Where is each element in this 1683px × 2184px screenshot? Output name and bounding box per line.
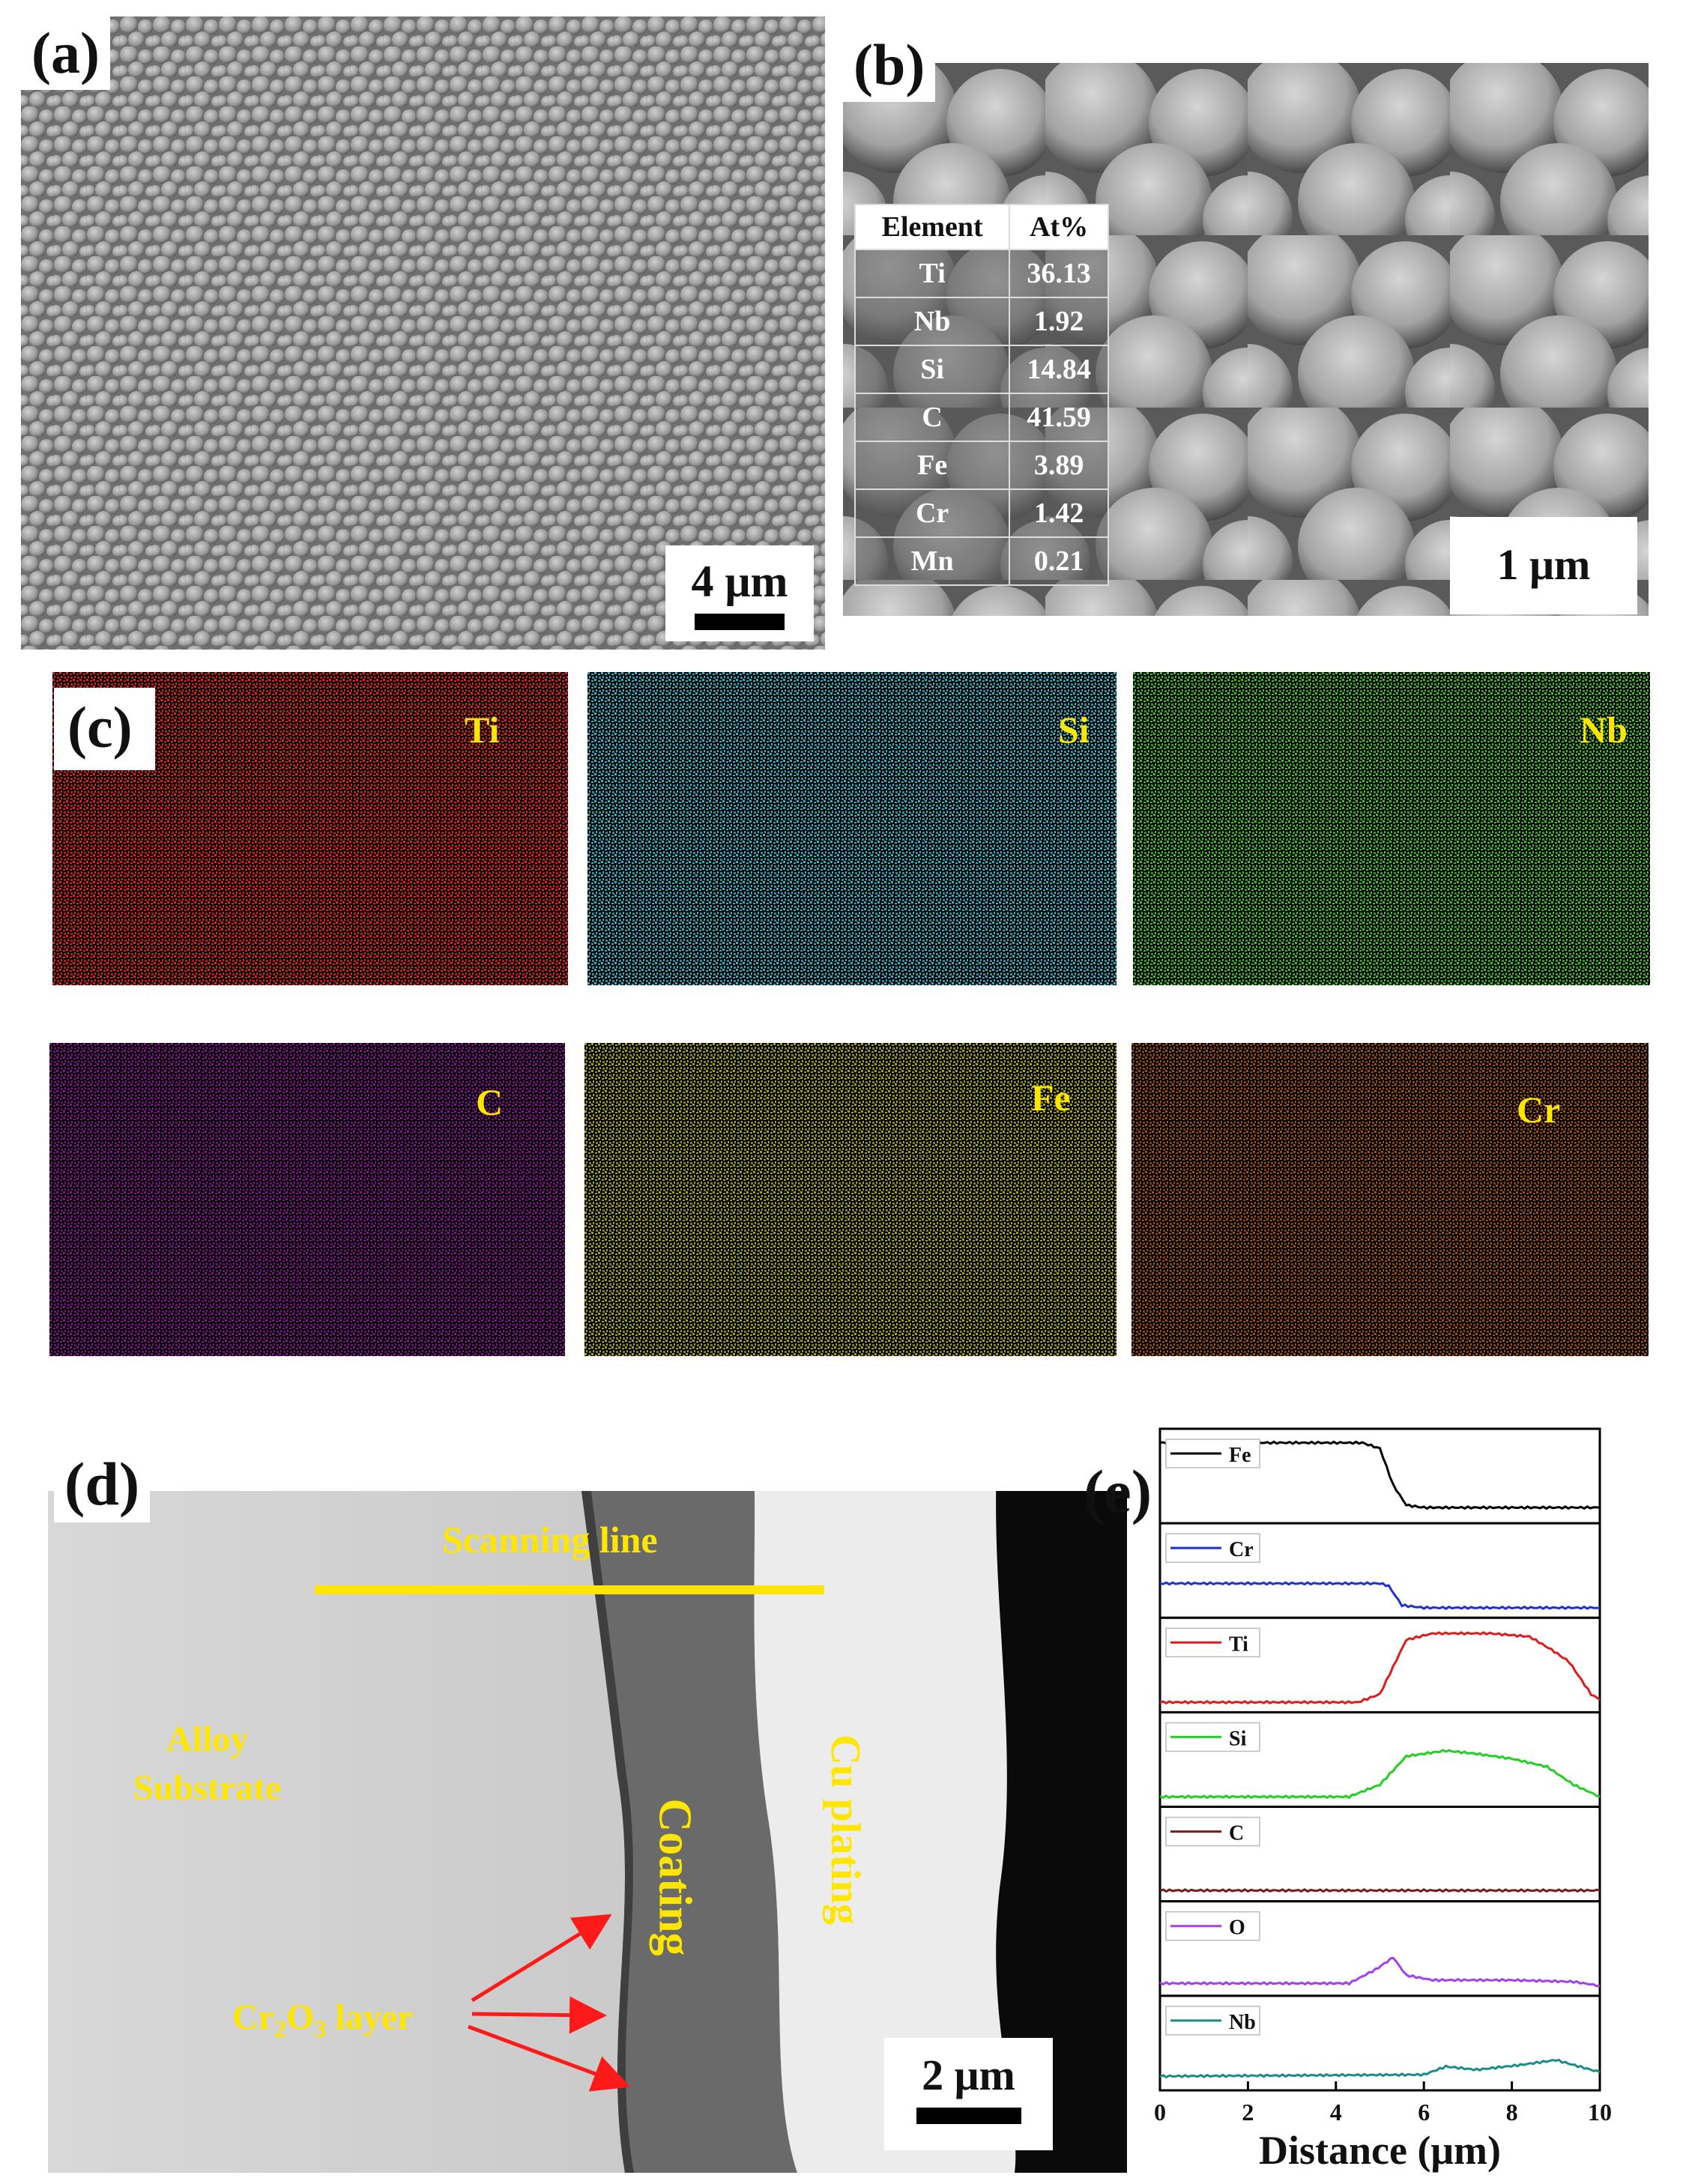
table-cell: Fe bbox=[853, 441, 1011, 490]
eds-map-nb bbox=[1133, 672, 1650, 985]
table-cell: Ti bbox=[853, 249, 1011, 298]
x-axis-label: Distance (μm) bbox=[1259, 2128, 1501, 2173]
eds-map-label-ti: Ti bbox=[465, 709, 500, 751]
oxide-sub-3: 3 bbox=[314, 2015, 327, 2042]
panel-a-scale-line bbox=[695, 614, 785, 630]
profile-line-nb bbox=[1159, 2058, 1601, 2079]
profile-line-o bbox=[1159, 1956, 1601, 1988]
eds-composition-table: Element At% Ti 36.13 Nb 1.92 Si 14.84 C … bbox=[853, 204, 1109, 586]
oxide-sub-2: 2 bbox=[274, 2015, 286, 2042]
table-cell: 41.59 bbox=[1009, 393, 1109, 442]
alloy-label-line2: Substrate bbox=[133, 1767, 282, 1808]
legend-label-nb: Nb bbox=[1229, 2011, 1256, 2034]
table-cell: 14.84 bbox=[1009, 345, 1109, 394]
panel-c-label: (c) bbox=[54, 688, 155, 770]
eds-map-label-c: C bbox=[476, 1081, 504, 1123]
table-cell: Mn bbox=[853, 536, 1011, 586]
table-cell: Nb bbox=[853, 297, 1011, 346]
table-row: Nb 1.92 bbox=[853, 297, 1109, 346]
eds-map-ti bbox=[52, 672, 568, 985]
legend-label-fe: Fe bbox=[1229, 1444, 1251, 1467]
eds-map-c bbox=[49, 1043, 565, 1356]
x-tick-label: 0 bbox=[1154, 2099, 1166, 2126]
x-tick-label: 6 bbox=[1418, 2099, 1430, 2126]
panel-d-scale-bar: 2 μm bbox=[884, 2038, 1053, 2150]
legend-label-o: O bbox=[1229, 1917, 1245, 1940]
table-cell: Cr bbox=[853, 488, 1011, 538]
panel-d-scale-text: 2 μm bbox=[922, 2051, 1015, 2099]
table-cell: 0.21 bbox=[1009, 536, 1109, 586]
table-row: Mn 0.21 bbox=[853, 536, 1109, 586]
panel-b-scale-bar: 1 μm bbox=[1450, 517, 1637, 614]
table-row: C 41.59 bbox=[853, 393, 1109, 442]
table-cell: 1.92 bbox=[1009, 297, 1109, 346]
panel-a-scale-bar: 4 μm bbox=[665, 545, 814, 641]
oxide-layer-word: layer bbox=[326, 1997, 414, 2037]
alloy-substrate-label: Alloy Substrate bbox=[133, 1716, 281, 1813]
table-header-element: Element bbox=[853, 204, 1011, 250]
panel-a-label: (a) bbox=[21, 16, 110, 90]
table-cell: Si bbox=[853, 345, 1011, 394]
panel-d-label: (d) bbox=[54, 1446, 151, 1522]
legend-label-c: C bbox=[1229, 1822, 1244, 1845]
panel-b-scale-text: 1 μm bbox=[1496, 540, 1591, 589]
eds-map-fe bbox=[584, 1043, 1117, 1356]
legend-label-cr: Cr bbox=[1229, 1538, 1254, 1561]
alloy-label-line1: Alloy bbox=[166, 1719, 249, 1759]
legend-label-si: Si bbox=[1229, 1727, 1247, 1750]
panel-e-label: (e) bbox=[1084, 1457, 1152, 1525]
eds-map-si bbox=[587, 672, 1117, 985]
eds-map-label-cr: Cr bbox=[1517, 1089, 1561, 1131]
panel-b-label: (b) bbox=[843, 28, 936, 102]
eds-map-label-fe: Fe bbox=[1031, 1077, 1071, 1119]
profile-line-si bbox=[1159, 1749, 1601, 1800]
cu-plating-label: Cu plating bbox=[822, 1734, 868, 1925]
table-cell: 36.13 bbox=[1009, 249, 1109, 298]
panel-d-scale-line bbox=[916, 2108, 1021, 2124]
table-row: Ti 36.13 bbox=[853, 249, 1109, 298]
scanning-line-label: Scanning line bbox=[442, 1519, 658, 1561]
cr2o3-layer-label: Cr2O3 layer bbox=[232, 1997, 413, 2043]
table-cell: C bbox=[853, 393, 1011, 442]
profile-line-c bbox=[1159, 1888, 1601, 1893]
profile-line-cr bbox=[1159, 1581, 1601, 1610]
table-cell: 1.42 bbox=[1009, 488, 1109, 538]
eds-map-label-nb: Nb bbox=[1580, 709, 1628, 751]
table-cell: 3.89 bbox=[1009, 441, 1109, 490]
panel-a-scale-text: 4 μm bbox=[691, 557, 788, 606]
scanning-line bbox=[315, 1585, 824, 1594]
oxide-cr: Cr bbox=[232, 1997, 274, 2037]
x-tick-label: 10 bbox=[1588, 2099, 1612, 2126]
table-row: Si 14.84 bbox=[853, 345, 1109, 394]
coating-label: Coating bbox=[649, 1798, 701, 1956]
table-row: Fe 3.89 bbox=[853, 441, 1109, 490]
table-row: Cr 1.42 bbox=[853, 488, 1109, 538]
legend-label-ti: Ti bbox=[1229, 1633, 1248, 1656]
panel-d-top-band bbox=[0, 1412, 1139, 1483]
profile-line-ti bbox=[1159, 1631, 1601, 1705]
x-tick-label: 8 bbox=[1506, 2099, 1518, 2126]
eds-map-label-si: Si bbox=[1058, 709, 1090, 751]
oxide-o: O bbox=[285, 1997, 315, 2037]
panel-e-line-scan-chart: Fe Cr Ti Si C O Nb 0 2 4 6 8 10 Distance (μm) bbox=[1154, 1427, 1612, 2173]
panel-a-micrograph bbox=[21, 16, 825, 650]
x-tick-label: 4 bbox=[1330, 2099, 1342, 2126]
eds-map-cr bbox=[1131, 1043, 1649, 1356]
table-header-at-percent: At% bbox=[1009, 204, 1109, 250]
x-tick-label: 2 bbox=[1242, 2099, 1254, 2126]
